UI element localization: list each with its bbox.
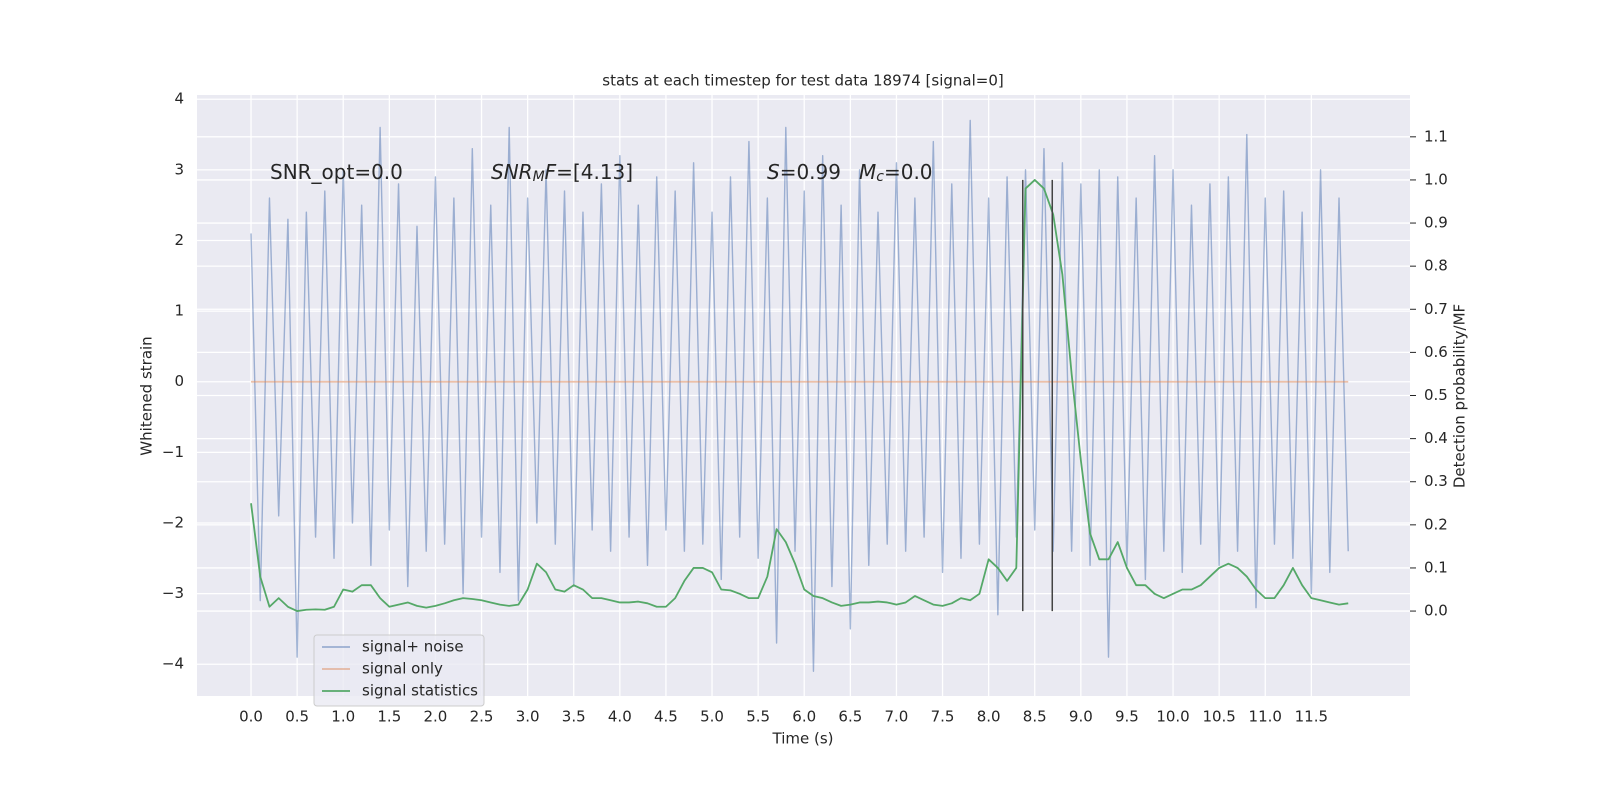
x-tick-label: 5.5 (746, 708, 770, 726)
x-tick-label: 10.0 (1156, 708, 1189, 726)
x-tick-label: 7.0 (885, 708, 909, 726)
y2-tick-label: 1.1 (1424, 127, 1448, 145)
y2-tick-label: 0.9 (1424, 214, 1448, 232)
legend-box (313, 634, 485, 707)
y-tick-label: 4 (174, 90, 184, 108)
y2-tick-label: 0.2 (1424, 515, 1448, 533)
x-tick-label: 6.5 (838, 708, 862, 726)
y-tick-label: 0 (174, 372, 184, 390)
y2-tick-label: 0.1 (1424, 558, 1448, 576)
x-tick-label: 3.5 (562, 708, 586, 726)
legend-label: signal only (362, 660, 443, 678)
annotation-part: =0.0 (884, 160, 933, 184)
y-tick-label: 2 (174, 231, 184, 249)
y2-tick-label: 0.8 (1424, 257, 1448, 275)
y2-tick-label: 0.7 (1424, 300, 1448, 318)
y2-axis-label: Detection probability/MF (1451, 304, 1469, 488)
x-tick-label: 1.0 (331, 708, 355, 726)
annotation-part: =[4.13] (556, 160, 633, 184)
x-tick-label: 0.5 (285, 708, 309, 726)
annotation: Mc=0.0 (859, 160, 933, 185)
annotation-part: =0.99 (780, 160, 841, 184)
x-tick-label: 9.0 (1069, 708, 1093, 726)
x-tick-label: 2.5 (470, 708, 494, 726)
x-tick-label: 7.5 (931, 708, 955, 726)
y-tick-label: −3 (162, 584, 184, 602)
annotation-part: S (767, 160, 780, 184)
y-tick-label: −2 (162, 513, 184, 531)
x-tick-label: 4.5 (654, 708, 678, 726)
y-tick-label: −1 (162, 443, 184, 461)
x-tick-label: 0.0 (239, 708, 263, 726)
x-tick-label: 9.5 (1115, 708, 1139, 726)
x-tick-label: 4.0 (608, 708, 632, 726)
y2-tick-label: 0.5 (1424, 386, 1448, 404)
x-tick-label: 11.0 (1249, 708, 1282, 726)
x-tick-label: 11.5 (1295, 708, 1328, 726)
annotation-part: F (545, 160, 557, 184)
series-line (250, 119, 1349, 672)
chart-title: stats at each timestep for test data 189… (602, 72, 1003, 90)
x-tick-label: 8.5 (1023, 708, 1047, 726)
annotation-part: c (876, 169, 884, 185)
y-axis-label: Whitened strain (138, 336, 156, 455)
y2-tick-label: 0.3 (1424, 472, 1448, 490)
annotation-part: M (859, 160, 876, 184)
x-tick-label: 1.5 (377, 708, 401, 726)
y2-tick-label: 1.0 (1424, 170, 1448, 188)
y2-tick-label: 0.4 (1424, 429, 1448, 447)
annotation-part: SNR (491, 160, 533, 184)
legend-label: signal statistics (362, 682, 478, 700)
x-axis-label: Time (s) (772, 730, 834, 748)
series-line (250, 179, 1349, 612)
annotation-part: M (533, 169, 545, 185)
y2-tick-label: 0.0 (1424, 602, 1448, 620)
y-tick-label: −4 (162, 655, 184, 673)
x-tick-label: 10.5 (1202, 708, 1235, 726)
y-tick-label: 1 (174, 302, 184, 320)
annotation: SNR_opt=0.0 (270, 160, 403, 184)
x-tick-label: 2.0 (424, 708, 448, 726)
annotation: SNRMF=[4.13] (491, 160, 633, 185)
x-tick-label: 6.0 (792, 708, 816, 726)
x-tick-label: 3.0 (516, 708, 540, 726)
annotation-part: SNR_opt=0.0 (270, 160, 403, 184)
x-tick-label: 8.0 (977, 708, 1001, 726)
legend: signal+ noise signal only signal statistic… (313, 634, 485, 707)
y2-tick-label: 0.6 (1424, 343, 1448, 361)
legend-label: signal+ noise (362, 638, 464, 656)
y-tick-label: 3 (174, 160, 184, 178)
x-tick-label: 5.0 (700, 708, 724, 726)
annotation: S=0.99 (767, 160, 841, 184)
